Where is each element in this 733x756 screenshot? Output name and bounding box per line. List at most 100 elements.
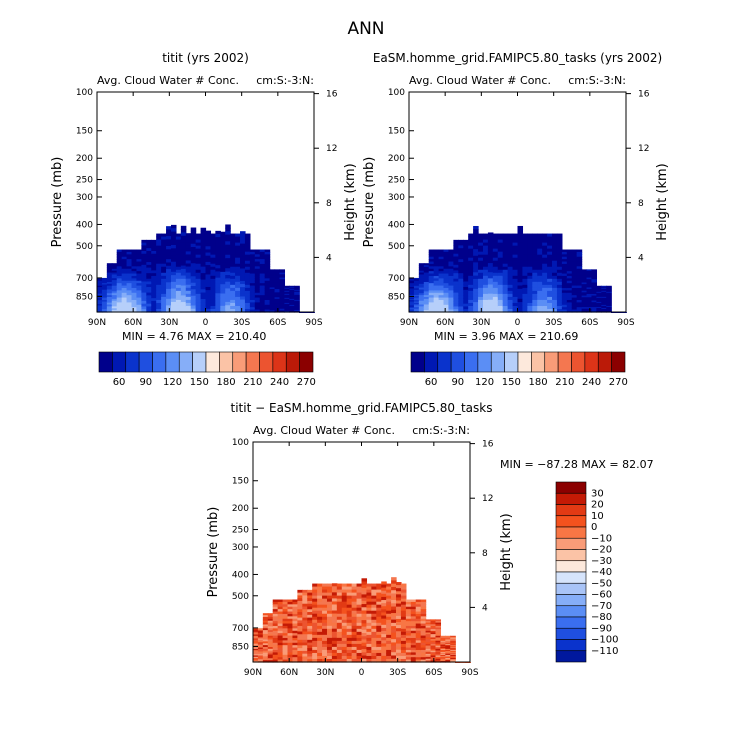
heatmap-cell	[136, 307, 142, 311]
heatmap-cell	[556, 263, 563, 268]
heatmap-cell	[482, 305, 489, 310]
heatmap-cell	[307, 639, 313, 644]
heatmap-cell	[586, 290, 593, 293]
heatmap-cell	[307, 642, 313, 646]
heatmap-cell	[532, 290, 538, 295]
heatmap-cell	[435, 629, 442, 632]
heatmap-cell	[450, 638, 456, 641]
heatmap-cell	[463, 267, 469, 271]
heatmap-cell	[601, 295, 607, 298]
colorbar-label: 240	[582, 377, 601, 388]
variable-label: Avg. Cloud Water # Conc.	[253, 424, 395, 437]
heatmap-cell	[386, 598, 392, 603]
heatmap-cell	[413, 277, 420, 280]
heatmap-cell	[478, 260, 484, 265]
heatmap-cell	[297, 642, 303, 646]
heatmap-cell	[522, 239, 528, 244]
heatmap-cell	[282, 604, 289, 608]
heatmap-cell	[302, 634, 308, 638]
heatmap-cell	[111, 280, 118, 283]
heatmap-cell	[400, 616, 407, 621]
heatmap-cell	[336, 592, 343, 597]
heatmap-cell	[522, 236, 528, 241]
heatmap-cell	[409, 305, 415, 308]
heatmap-cell	[409, 288, 415, 291]
heatmap-cell	[262, 615, 269, 618]
heatmap-cell	[507, 293, 514, 298]
heatmap-cell	[391, 629, 397, 634]
heatmap-cell	[161, 275, 167, 280]
heatmap-cell	[146, 239, 152, 244]
heatmap-cell	[581, 285, 588, 288]
heatmap-cell	[435, 652, 442, 655]
heatmap-cell	[482, 275, 489, 280]
colorbar-swatch	[611, 351, 626, 373]
heatmap-cell	[586, 272, 593, 275]
heatmap-cell	[175, 263, 182, 268]
heatmap-cell	[244, 248, 251, 253]
heatmap-cell	[326, 622, 333, 627]
heatmap-cell	[556, 305, 563, 310]
heatmap-cell	[225, 248, 231, 253]
heatmap-cell	[175, 284, 182, 289]
heatmap-cell	[322, 613, 328, 618]
heatmap-cell	[576, 275, 583, 279]
heatmap-cell	[420, 628, 427, 632]
heatmap-cell	[576, 268, 583, 272]
heatmap-cell	[336, 610, 343, 615]
heatmap-cell	[146, 253, 152, 258]
heatmap-cell	[497, 239, 504, 244]
heatmap-cell	[410, 659, 417, 663]
heatmap-cell	[581, 297, 588, 300]
heatmap-cell	[264, 268, 271, 272]
heatmap-cell	[556, 308, 563, 313]
heatmap-cell	[272, 628, 279, 632]
heatmap-cell	[430, 634, 437, 637]
heatmap-cell	[331, 607, 338, 612]
heatmap-cell	[376, 589, 382, 594]
heatmap-cell	[175, 233, 182, 238]
heatmap-cell	[282, 635, 289, 639]
heatmap-cell	[274, 272, 281, 275]
heatmap-cell	[106, 285, 113, 289]
heatmap-cell	[366, 604, 372, 609]
heatmap-cell	[151, 306, 157, 310]
heatmap-cell	[116, 251, 123, 255]
heatmap-cell	[522, 251, 528, 256]
heatmap-cell	[146, 306, 152, 310]
heatmap-cell	[312, 649, 318, 654]
heatmap-cell	[420, 659, 427, 663]
heatmap-cell	[507, 233, 514, 238]
heatmap-cell	[156, 299, 162, 304]
heatmap-cell	[161, 236, 167, 241]
heatmap-cell	[136, 297, 142, 301]
heatmap-cell	[405, 652, 412, 656]
heatmap-cell	[423, 296, 430, 300]
heatmap-cell	[326, 616, 333, 621]
heatmap-cell	[478, 275, 484, 280]
heatmap-cell	[596, 295, 602, 298]
heatmap-cell	[487, 238, 494, 243]
heatmap-cell	[601, 290, 607, 293]
heatmap-cell	[361, 610, 368, 615]
heatmap-cell	[215, 258, 221, 263]
heatmap-cell	[537, 293, 543, 298]
heatmap-cell	[586, 284, 593, 287]
heatmap-cell	[591, 287, 598, 290]
heatmap-cell	[220, 240, 226, 245]
heatmap-cell	[200, 308, 207, 313]
panels-group: titit (yrs 2002)Avg. Cloud Water # Conc.…	[50, 51, 670, 678]
heatmap-cell	[322, 655, 328, 660]
heatmap-cell	[322, 622, 328, 627]
heatmap-cell	[274, 300, 281, 303]
heatmap-cell	[351, 613, 358, 618]
heatmap-cell	[566, 292, 573, 296]
heatmap-cell	[458, 264, 464, 269]
heatmap-cell	[492, 284, 499, 289]
heatmap-cell	[571, 278, 578, 282]
heatmap-cell	[287, 616, 294, 620]
heatmap-cell	[410, 609, 417, 613]
heatmap-cell	[111, 296, 118, 300]
heatmap-cell	[253, 644, 259, 647]
heatmap-cell	[257, 643, 264, 646]
